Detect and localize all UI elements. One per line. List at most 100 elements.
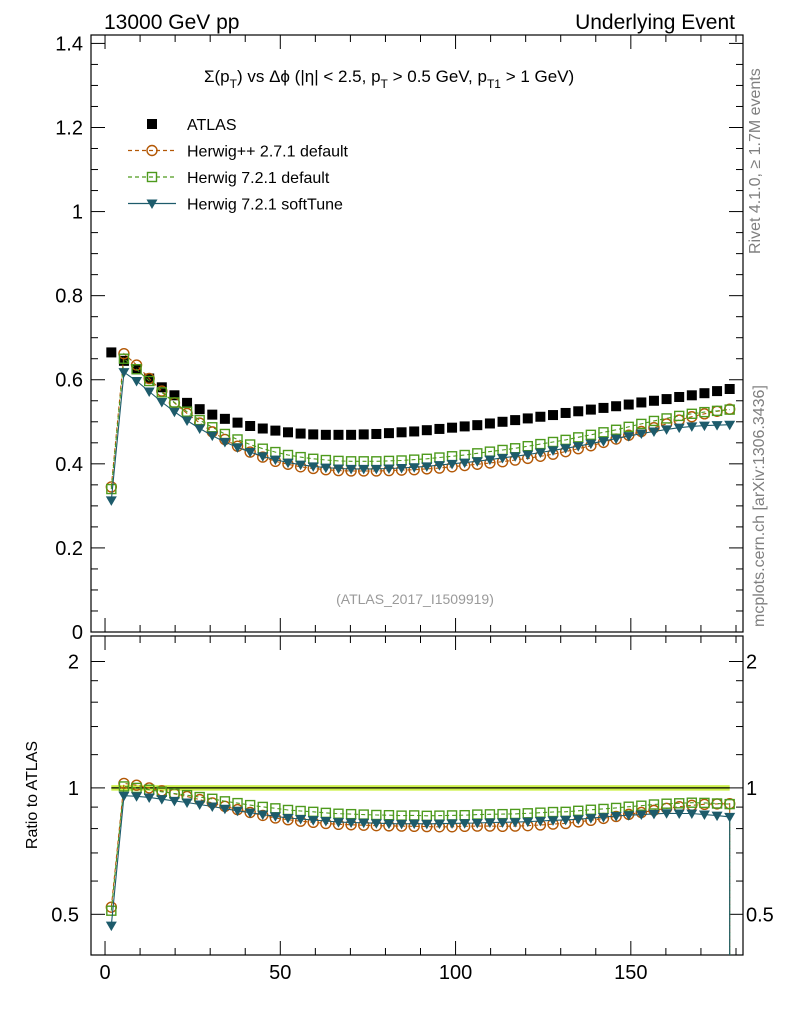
series-line-herwig-7-2-1-default (110, 357, 730, 490)
analysis-watermark: (ATLAS_2017_I1509919) (336, 591, 494, 607)
main-ytick-label: 1 (72, 202, 83, 224)
data-point-herwig-7-2-1-softtune (534, 448, 546, 458)
data-point-herwig-7-2-1-default (610, 424, 622, 435)
legend-item-herwig-7-2-1-softtune: Herwig 7.2.1 softTune (128, 197, 343, 214)
series-herwig-2-7-1-default (105, 347, 736, 493)
data-point-atlas (724, 383, 735, 394)
ratio-point-herwig-7-2-1-softtune (168, 796, 180, 807)
data-point-herwig-7-2-1-softtune (408, 463, 420, 473)
data-point-herwig-7-2-1-softtune (661, 425, 673, 435)
main-frame (90, 34, 744, 633)
data-point-herwig-7-2-1-softtune (610, 434, 622, 445)
data-point-atlas (497, 416, 508, 427)
ratio-point-herwig-7-2-1-softtune (206, 802, 218, 813)
data-point-herwig-7-2-1-softtune (257, 452, 269, 462)
ratio-point-herwig-7-2-1-default (686, 797, 698, 808)
ratio-point-herwig-7-2-1-softtune (345, 818, 357, 829)
data-point-herwig-7-2-1-softtune (219, 437, 231, 448)
ratio-point-herwig-7-2-1-softtune (194, 800, 206, 810)
data-point-herwig-7-2-1-softtune (522, 450, 534, 461)
ratio-point-herwig-7-2-1-default (711, 798, 723, 809)
ratio-point-herwig-7-2-1-softtune (433, 819, 445, 830)
data-point-herwig-7-2-1-softtune (295, 460, 307, 471)
title-part-mid: > 0.5 GeV, p (388, 67, 487, 86)
ratio-point-herwig-7-2-1-default (106, 905, 117, 916)
data-point-herwig-7-2-1-softtune (572, 442, 584, 452)
plot-title: Σ(pT) vs Δϕ (|η| < 2.5, pT > 0.5 GeV, pT… (204, 67, 574, 91)
data-point-herwig-7-2-1-softtune (673, 423, 685, 434)
ratio-point-herwig-7-2-1-default (661, 798, 672, 809)
data-point-atlas (560, 407, 571, 418)
data-point-herwig-7-2-1-softtune (156, 398, 168, 408)
data-point-herwig-7-2-1-default (598, 427, 609, 438)
main-ytick-label: 0.8 (55, 286, 83, 308)
ratio-point-herwig-7-2-1-softtune (484, 818, 496, 829)
ratio-point-herwig-7-2-1-softtune (497, 818, 509, 828)
data-point-herwig-7-2-1-softtune (421, 462, 433, 472)
data-point-herwig-7-2-1-default (636, 418, 647, 430)
legend-item-herwig-2-7-1-default: Herwig++ 2.7.1 default (128, 144, 349, 161)
ratio-point-herwig-7-2-1-softtune (118, 791, 130, 802)
ratio-point-herwig-7-2-1-softtune (610, 812, 622, 822)
ratio-point-herwig-7-2-1-softtune (370, 819, 382, 829)
ratio-point-herwig-7-2-1-default (648, 799, 660, 810)
legend-label: Herwig 7.2.1 default (187, 170, 330, 187)
data-point-atlas (320, 429, 331, 440)
data-point-atlas (712, 386, 723, 397)
data-point-atlas (674, 391, 685, 402)
data-point-herwig-7-2-1-softtune (320, 463, 332, 474)
main-ytick-label: 1.4 (55, 33, 83, 55)
main-ytick-label: 0.6 (55, 370, 83, 392)
ratio-point-herwig-7-2-1-softtune (509, 818, 521, 828)
data-point-herwig-7-2-1-softtune (168, 407, 180, 418)
data-point-herwig-7-2-1-softtune (396, 464, 408, 474)
ratio-point-herwig-7-2-1-softtune (597, 813, 609, 823)
series-line-herwig-7-2-1-softtune (110, 371, 730, 501)
data-point-atlas (686, 390, 697, 401)
data-point-atlas (106, 347, 117, 358)
data-point-herwig-7-2-1-softtune (471, 457, 483, 467)
data-point-atlas (207, 409, 218, 420)
data-point-herwig-7-2-1-softtune (307, 462, 319, 472)
ratio-point-herwig-7-2-1-softtune (307, 816, 319, 826)
ratio-point-herwig-7-2-1-default (636, 800, 647, 811)
data-point-atlas (182, 397, 193, 408)
legend-label: ATLAS (187, 117, 237, 134)
rivet-label: Rivet 4.1.0, ≥ 1.7M events (747, 68, 764, 254)
ratio-point-herwig-7-2-1-softtune (282, 813, 294, 824)
ratio-point-herwig-7-2-1-softtune (295, 815, 307, 825)
main-ytick-label: 0 (72, 622, 83, 644)
data-point-atlas (636, 397, 647, 408)
data-point-herwig-7-2-1-softtune (698, 421, 710, 432)
legend-label: Herwig 7.2.1 softTune (187, 197, 343, 214)
title-sub-t2: T (381, 77, 389, 91)
ratio-point-herwig-7-2-1-softtune (711, 811, 723, 822)
title-sub-t1: T1 (487, 77, 501, 91)
data-point-herwig-7-2-1-default (661, 413, 672, 424)
legend-label: Herwig++ 2.7.1 default (187, 144, 349, 161)
data-point-atlas (447, 422, 458, 433)
data-point-herwig-7-2-1-softtune (560, 444, 572, 454)
ratio-point-herwig-7-2-1-softtune (698, 810, 710, 821)
data-point-herwig-7-2-1-softtune (459, 458, 471, 469)
ratio-series-herwig-7-2-1-softtune (105, 791, 736, 955)
data-point-atlas (421, 425, 432, 436)
data-point-atlas (283, 427, 294, 438)
title-part-vs: ) vs Δϕ (|η| < 2.5, p (237, 67, 381, 86)
ratio-point-herwig-7-2-1-default (699, 797, 710, 809)
main-ytick-label: 0.4 (55, 454, 83, 476)
ratio-point-herwig-7-2-1-softtune (446, 819, 458, 829)
ratio-point-herwig-7-2-1-softtune (661, 809, 673, 819)
ratio-point-herwig-7-2-1-softtune (522, 817, 534, 828)
ratio-point-herwig-7-2-1-softtune (332, 818, 344, 828)
data-point-herwig-7-2-1-default (623, 421, 634, 433)
ratio-point-herwig-7-2-1-softtune (358, 818, 370, 829)
data-point-herwig-7-2-1-softtune (269, 455, 281, 466)
data-point-atlas (472, 420, 483, 431)
legend: ATLAS Herwig++ 2.7.1 default Herwig 7.2.1 … (128, 117, 349, 214)
data-point-atlas (661, 394, 672, 405)
data-point-herwig-7-2-1-default (585, 429, 597, 441)
legend-item-atlas: ATLAS (147, 117, 237, 134)
ratio-point-herwig-7-2-1-softtune (673, 809, 685, 820)
ratio-point-herwig-7-2-1-softtune (686, 809, 698, 820)
